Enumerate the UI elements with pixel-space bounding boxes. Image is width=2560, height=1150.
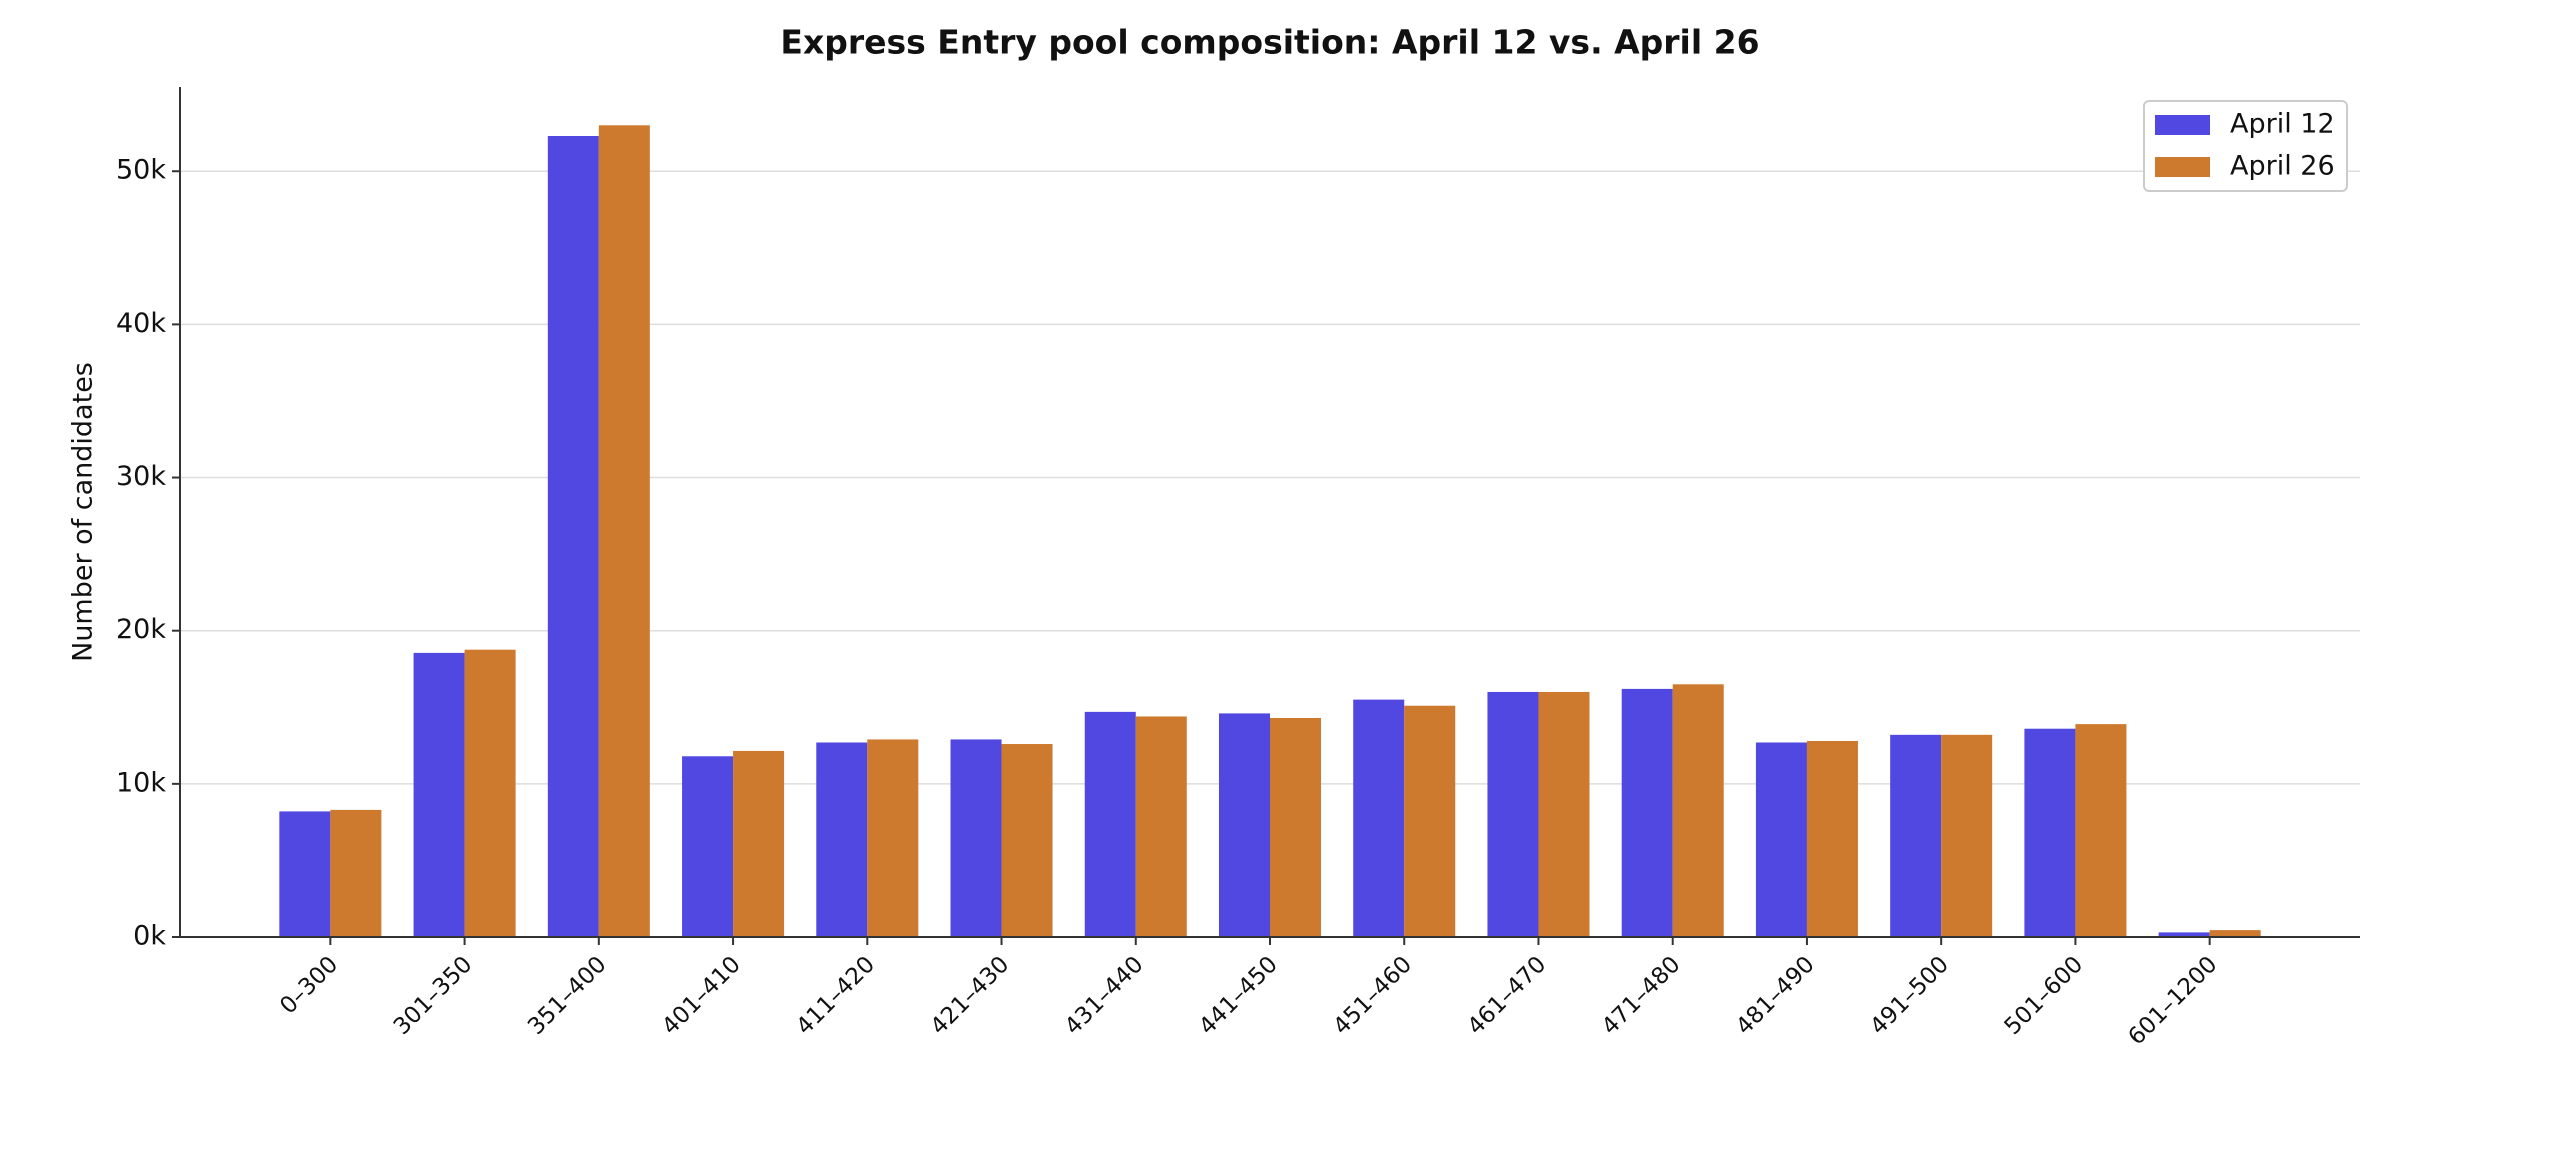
y-axis-label: Number of candidates: [68, 362, 99, 662]
chart-title: Express Entry pool composition: April 12…: [780, 23, 1759, 62]
y-tick-label: 10k: [116, 767, 166, 798]
bar: [1487, 691, 1539, 937]
bar: [2158, 932, 2210, 937]
x-tick-label: 301–350: [389, 951, 478, 1040]
x-tick-label: 461–470: [1463, 951, 1552, 1040]
bar: [1941, 734, 1993, 937]
bar: [2209, 930, 2261, 937]
bar: [733, 750, 785, 937]
bar: [1672, 684, 1724, 937]
x-tick-label: 421–430: [926, 951, 1015, 1040]
legend-swatch: [2155, 115, 2210, 135]
x-tick-label: 491–500: [1865, 951, 1954, 1040]
legend-label: April 12: [2230, 109, 2335, 140]
x-tick-label: 601–1200: [2124, 951, 2223, 1050]
bar: [1084, 711, 1136, 937]
x-tick-label: 401–410: [657, 951, 746, 1040]
y-tick-label: 30k: [116, 461, 166, 492]
bar: [950, 739, 1002, 937]
bar: [2024, 728, 2076, 937]
bar: [816, 742, 868, 937]
bar: [1218, 713, 1270, 937]
bar: [867, 739, 919, 937]
legend-swatch: [2155, 157, 2210, 177]
bar: [1538, 691, 1590, 937]
bar: [1135, 716, 1187, 937]
bar: [682, 756, 734, 937]
bar: [279, 811, 331, 937]
bar: [1755, 742, 1807, 937]
x-tick-label: 451–460: [1328, 951, 1417, 1040]
bar: [464, 649, 516, 937]
legend-label: April 26: [2230, 151, 2335, 182]
bar: [1270, 717, 1322, 937]
x-tick-label: 471–480: [1597, 951, 1686, 1040]
bar: [598, 125, 650, 938]
bar: [2075, 724, 2127, 937]
bar: [1621, 688, 1673, 937]
y-tick-label: 50k: [116, 155, 166, 186]
x-tick-label: 481–490: [1731, 951, 1820, 1040]
bar: [1806, 740, 1858, 937]
x-tick-label: 501–600: [2000, 951, 2089, 1040]
bar: [1001, 744, 1053, 937]
bar: [1353, 699, 1405, 937]
bar: [547, 136, 599, 937]
y-tick-label: 20k: [116, 614, 166, 645]
x-tick-label: 0–300: [275, 951, 343, 1019]
y-tick-label: 40k: [116, 308, 166, 339]
x-tick-label: 431–440: [1060, 951, 1149, 1040]
bar: [413, 652, 465, 937]
bar: [1404, 705, 1456, 937]
bar: [330, 809, 382, 937]
x-tick-label: 351–400: [523, 951, 612, 1040]
y-tick-label: 0k: [133, 921, 166, 952]
x-tick-label: 441–450: [1194, 951, 1283, 1040]
x-tick-label: 411–420: [792, 951, 881, 1040]
bar: [1890, 734, 1942, 937]
